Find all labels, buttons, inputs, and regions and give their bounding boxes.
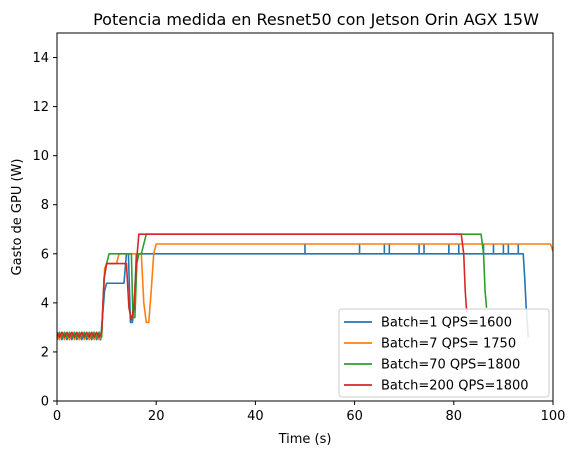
x-tick-label: 100 bbox=[541, 409, 566, 424]
plot-frame bbox=[56, 32, 554, 402]
plot-area bbox=[57, 233, 553, 341]
legend-box bbox=[338, 308, 550, 398]
x-axis: 0 20 40 60 80 100 bbox=[53, 401, 566, 424]
x-tick-label: 40 bbox=[247, 409, 264, 424]
y-tick-label: 4 bbox=[41, 296, 49, 311]
y-tick-label: 6 bbox=[41, 247, 49, 262]
x-tick-label: 60 bbox=[346, 409, 363, 424]
x-tick-label: 80 bbox=[446, 409, 463, 424]
legend-entry: Batch=70 QPS=1800 bbox=[381, 358, 520, 373]
legend-entry: Batch=7 QPS= 1750 bbox=[381, 337, 516, 352]
x-tick-label: 0 bbox=[53, 409, 61, 424]
y-tick-label: 0 bbox=[41, 395, 49, 410]
y-tick-label: 14 bbox=[32, 51, 49, 66]
legend: Batch=1 QPS=1600 Batch=7 QPS= 1750 Batch=7… bbox=[338, 308, 550, 398]
series-line-1 bbox=[57, 243, 529, 341]
x-tick-label: 20 bbox=[148, 409, 165, 424]
y-axis-label: Gasto de GPU (W) bbox=[10, 159, 25, 276]
y-tick-label: 12 bbox=[32, 100, 49, 115]
y-tick-label: 2 bbox=[41, 345, 49, 360]
legend-entry: Batch=200 QPS=1800 bbox=[381, 379, 529, 394]
y-tick-label: 10 bbox=[32, 149, 49, 164]
series-line-4 bbox=[57, 233, 468, 339]
x-axis-label: Time (s) bbox=[278, 432, 332, 447]
chart-title: Potencia medida en Resnet50 con Jetson O… bbox=[93, 10, 539, 29]
y-tick-label: 8 bbox=[41, 198, 49, 213]
legend-entry: Batch=1 QPS=1600 bbox=[381, 316, 512, 331]
y-axis: 0 2 4 6 8 10 12 14 bbox=[32, 51, 57, 410]
